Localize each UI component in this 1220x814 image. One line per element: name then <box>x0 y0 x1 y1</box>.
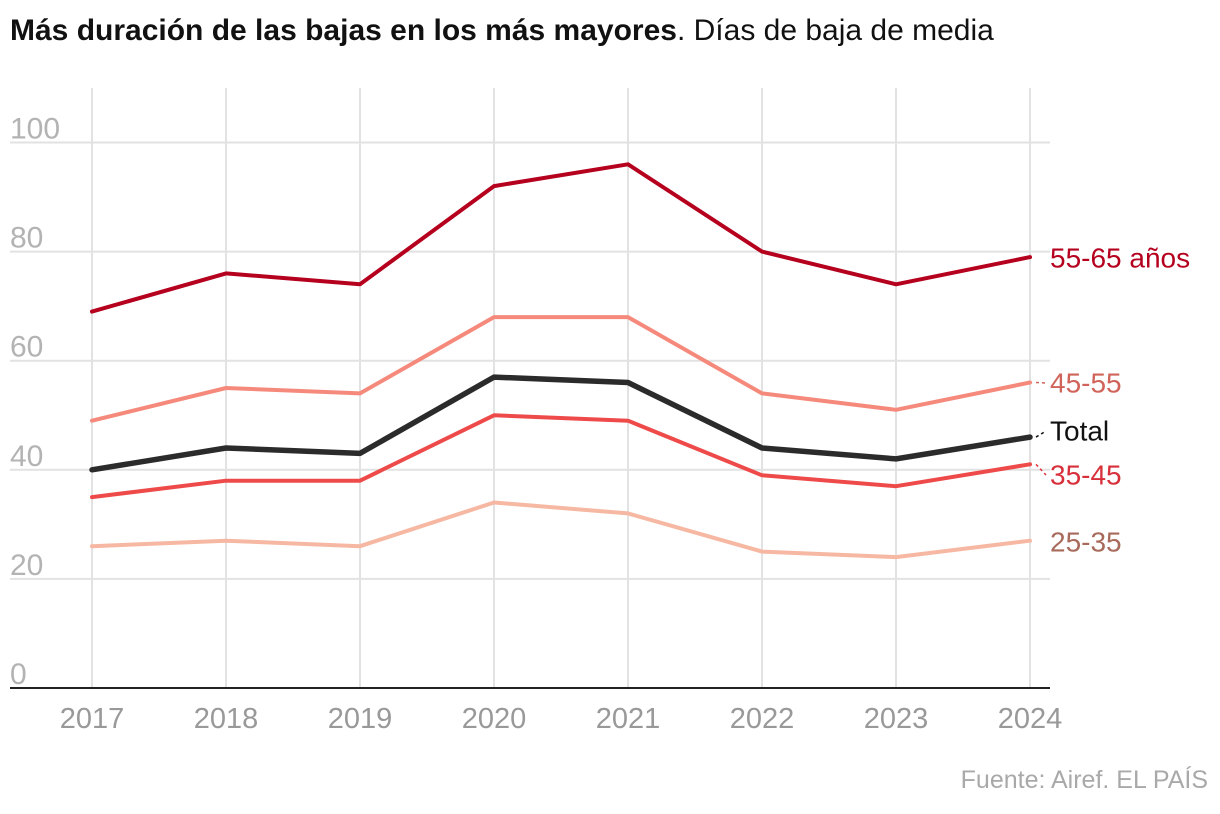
x-tick-label: 2020 <box>462 703 527 735</box>
series-label-total: Total <box>1050 416 1109 447</box>
series-line-s3545 <box>90 413 1032 500</box>
x-tick-label: 2023 <box>864 703 929 735</box>
label-leader-total <box>1035 430 1047 438</box>
x-tick-label: 2022 <box>730 703 795 735</box>
x-tick-label: 2021 <box>596 703 661 735</box>
series-line-s4555 <box>90 315 1032 423</box>
x-tick-label: 2019 <box>328 703 393 735</box>
source-note: Fuente: Airef. EL PAÍS <box>960 766 1208 794</box>
y-tick-label: 80 <box>10 222 43 255</box>
series-labels: 25-35 35-45 45-55 Total 55-65 años <box>1035 243 1190 558</box>
x-tick-label: 2018 <box>194 703 259 735</box>
label-leader-s3545 <box>1035 463 1047 476</box>
series-line-s2535 <box>90 500 1032 560</box>
series-label-s4555: 45-55 <box>1050 368 1122 399</box>
series-lines <box>89 162 1033 560</box>
series-label-s2535: 25-35 <box>1050 527 1122 558</box>
x-axis-ticks: 2017 2018 2019 2020 2021 2022 2023 2024 <box>60 703 1063 735</box>
y-tick-label: 100 <box>10 113 60 146</box>
chart-subtitle: . Días de baja de media <box>676 14 994 47</box>
y-tick-label: 20 <box>10 549 43 582</box>
y-axis-ticks: 0 20 40 60 80 100 <box>10 113 60 692</box>
series-line-total <box>89 374 1033 473</box>
y-tick-label: 60 <box>10 331 43 364</box>
x-tick-label: 2017 <box>60 703 125 735</box>
series-label-s3545: 35-45 <box>1050 460 1122 491</box>
chart-title-bold: Más duración de las bajas en los más may… <box>10 14 677 47</box>
grid-lines <box>10 88 1050 688</box>
y-tick-label: 40 <box>10 440 43 473</box>
y-tick-label: 0 <box>10 658 27 691</box>
series-line-s5565 <box>90 162 1032 314</box>
chart-title: Más duración de las bajas en los más may… <box>10 14 994 48</box>
x-tick-label: 2024 <box>998 703 1063 735</box>
series-label-s5565: 55-65 años <box>1050 243 1190 274</box>
